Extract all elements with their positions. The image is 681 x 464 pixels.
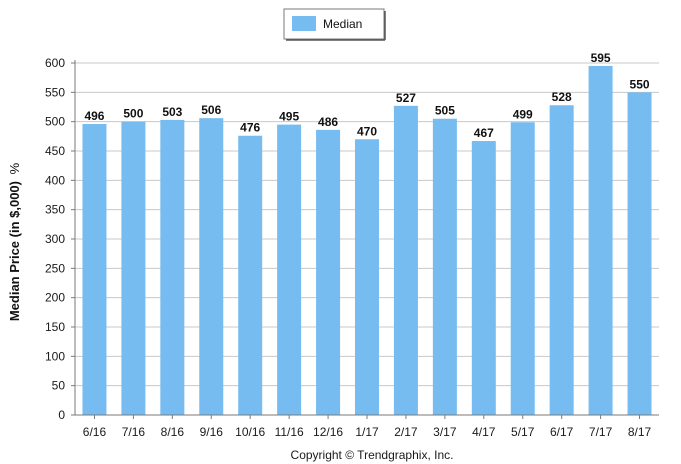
data-label: 467 [474,126,494,140]
y-axis-label-text: Median Price (in $,000) [7,181,22,321]
y-tick-labels: 0 50 100 150 200 250 300 350 400 450 500 550 600 [45,56,65,422]
y-tick-label: 50 [52,379,66,393]
y-tick-label: 400 [45,173,65,187]
y-tick-label: 200 [45,291,65,305]
y-tick-label: 350 [45,203,65,217]
y-tick-label: 0 [58,408,65,422]
data-label: 476 [240,121,260,135]
legend-label: Median [323,17,362,31]
legend-swatch [292,16,316,31]
x-tick-label: 6/16 [83,425,107,439]
x-tick-labels: 6/16 7/16 8/16 9/16 10/16 11/16 12/16 1/17 2/17 3… [83,415,652,439]
data-label: 528 [552,90,572,104]
y-axis-label: Median Price (in $,000) % [7,162,22,321]
bar [82,124,107,415]
y-tick-label: 600 [45,56,65,70]
data-label: 595 [591,51,611,65]
x-tick-label: 2/17 [394,425,418,439]
data-labels: 496 500 503 506 476 495 486 470 527 505 467 499 528 5… [84,51,649,140]
x-tick-label: 12/16 [313,425,343,439]
bar [160,119,185,415]
x-tick-label: 9/16 [200,425,224,439]
data-label: 505 [435,104,455,118]
y-tick-label: 550 [45,85,65,99]
y-tick-label: 150 [45,320,65,334]
bar [121,121,146,416]
data-label: 550 [630,77,650,91]
x-tick-label: 8/16 [161,425,185,439]
bar [277,124,302,415]
x-tick-label: 1/17 [355,425,379,439]
data-label: 506 [201,103,221,117]
bar [199,118,224,415]
x-tick-label: 5/17 [511,425,535,439]
x-tick-label: 6/17 [550,425,574,439]
x-tick-label: 10/16 [235,425,265,439]
bar [238,135,263,415]
y-axis-label-suffix: % [7,162,22,174]
bar [471,141,496,415]
bar [510,122,535,416]
bar [588,65,613,415]
x-tick-label: 8/17 [628,425,652,439]
data-label: 496 [84,109,104,123]
y-tick-label: 450 [45,144,65,158]
bar [393,105,418,416]
data-label: 486 [318,115,338,129]
data-label: 499 [513,107,533,121]
x-tick-label: 11/16 [275,425,304,439]
x-tick-label: 7/17 [589,425,613,439]
bar [549,105,574,416]
bar [355,139,379,415]
data-label: 495 [279,110,299,124]
axes [74,60,659,416]
data-label: 527 [396,91,416,105]
data-label: 500 [123,107,143,121]
data-label: 470 [357,124,377,138]
x-tick-label: 7/16 [122,425,146,439]
y-tick-label: 500 [45,115,65,129]
bars [82,65,652,416]
y-tick-label: 100 [45,349,65,363]
y-tick-label: 250 [45,261,65,275]
data-label: 503 [162,105,182,119]
y-tick-label: 300 [45,232,65,246]
x-tick-label: 4/17 [472,425,496,439]
bar [432,118,457,415]
bar [316,129,341,415]
legend: Median [283,8,386,41]
copyright-text: Copyright © Trendgraphix, Inc. [291,448,454,462]
bar [627,92,652,415]
x-tick-label: 3/17 [433,425,457,439]
